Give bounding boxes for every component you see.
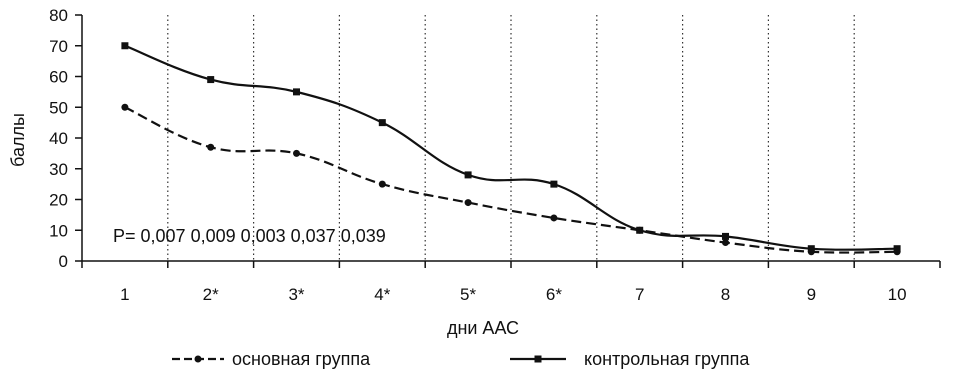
- legend-marker-circle: [194, 355, 202, 363]
- x-tick-label: 8: [721, 285, 730, 304]
- data-point-circle: [378, 180, 386, 188]
- data-point-circle: [207, 143, 215, 151]
- y-tick-label: 0: [59, 252, 68, 271]
- data-point-square: [293, 88, 300, 96]
- x-tick-label: 4*: [374, 285, 390, 304]
- data-point-square: [807, 245, 815, 253]
- x-tick-label: 6*: [546, 285, 562, 304]
- data-point-square: [378, 119, 386, 127]
- y-tick-label: 80: [49, 6, 68, 25]
- x-axis-title: дни ААС: [447, 318, 519, 338]
- data-point-circle: [722, 239, 729, 247]
- y-tick-label: 40: [49, 129, 68, 148]
- y-tick-label: 10: [49, 221, 68, 240]
- data-point-circle: [550, 214, 558, 222]
- x-tick-label: 9: [807, 285, 816, 304]
- data-point-square: [636, 226, 644, 234]
- y-tick-label: 70: [49, 37, 68, 56]
- x-tick-label: 1: [120, 285, 129, 304]
- series-line-0: [124, 106, 898, 254]
- y-tick-label: 30: [49, 160, 68, 179]
- data-point-circle: [293, 149, 300, 157]
- y-tick-label: 50: [49, 98, 68, 117]
- legend: основная группа контрольная группа: [172, 349, 750, 369]
- y-tick-label: 60: [49, 68, 68, 87]
- data-point-circle: [464, 199, 472, 207]
- legend-label-control-group: контрольная группа: [584, 349, 750, 369]
- data-point-square: [464, 171, 472, 179]
- legend-marker-square: [534, 355, 542, 363]
- x-tick-label: 3*: [288, 285, 304, 304]
- x-tick-label: 10: [888, 285, 907, 304]
- data-point-circle: [121, 103, 129, 111]
- legend-label-main-group: основная группа: [232, 349, 371, 369]
- y-tick-label: 20: [49, 191, 68, 210]
- data-point-square: [722, 232, 729, 240]
- p-value-annotation: P= 0,007 0,009 0,003 0,037 0,039: [113, 226, 386, 246]
- x-tick-label: 5*: [460, 285, 476, 304]
- series-line-1: [124, 44, 898, 251]
- data-point-square: [207, 76, 215, 84]
- data-point-square: [893, 245, 901, 253]
- x-tick-label: 7: [635, 285, 644, 304]
- x-tick-label: 2*: [203, 285, 219, 304]
- y-axis-title: баллы: [8, 113, 28, 167]
- data-point-square: [121, 42, 129, 50]
- data-point-square: [550, 180, 558, 188]
